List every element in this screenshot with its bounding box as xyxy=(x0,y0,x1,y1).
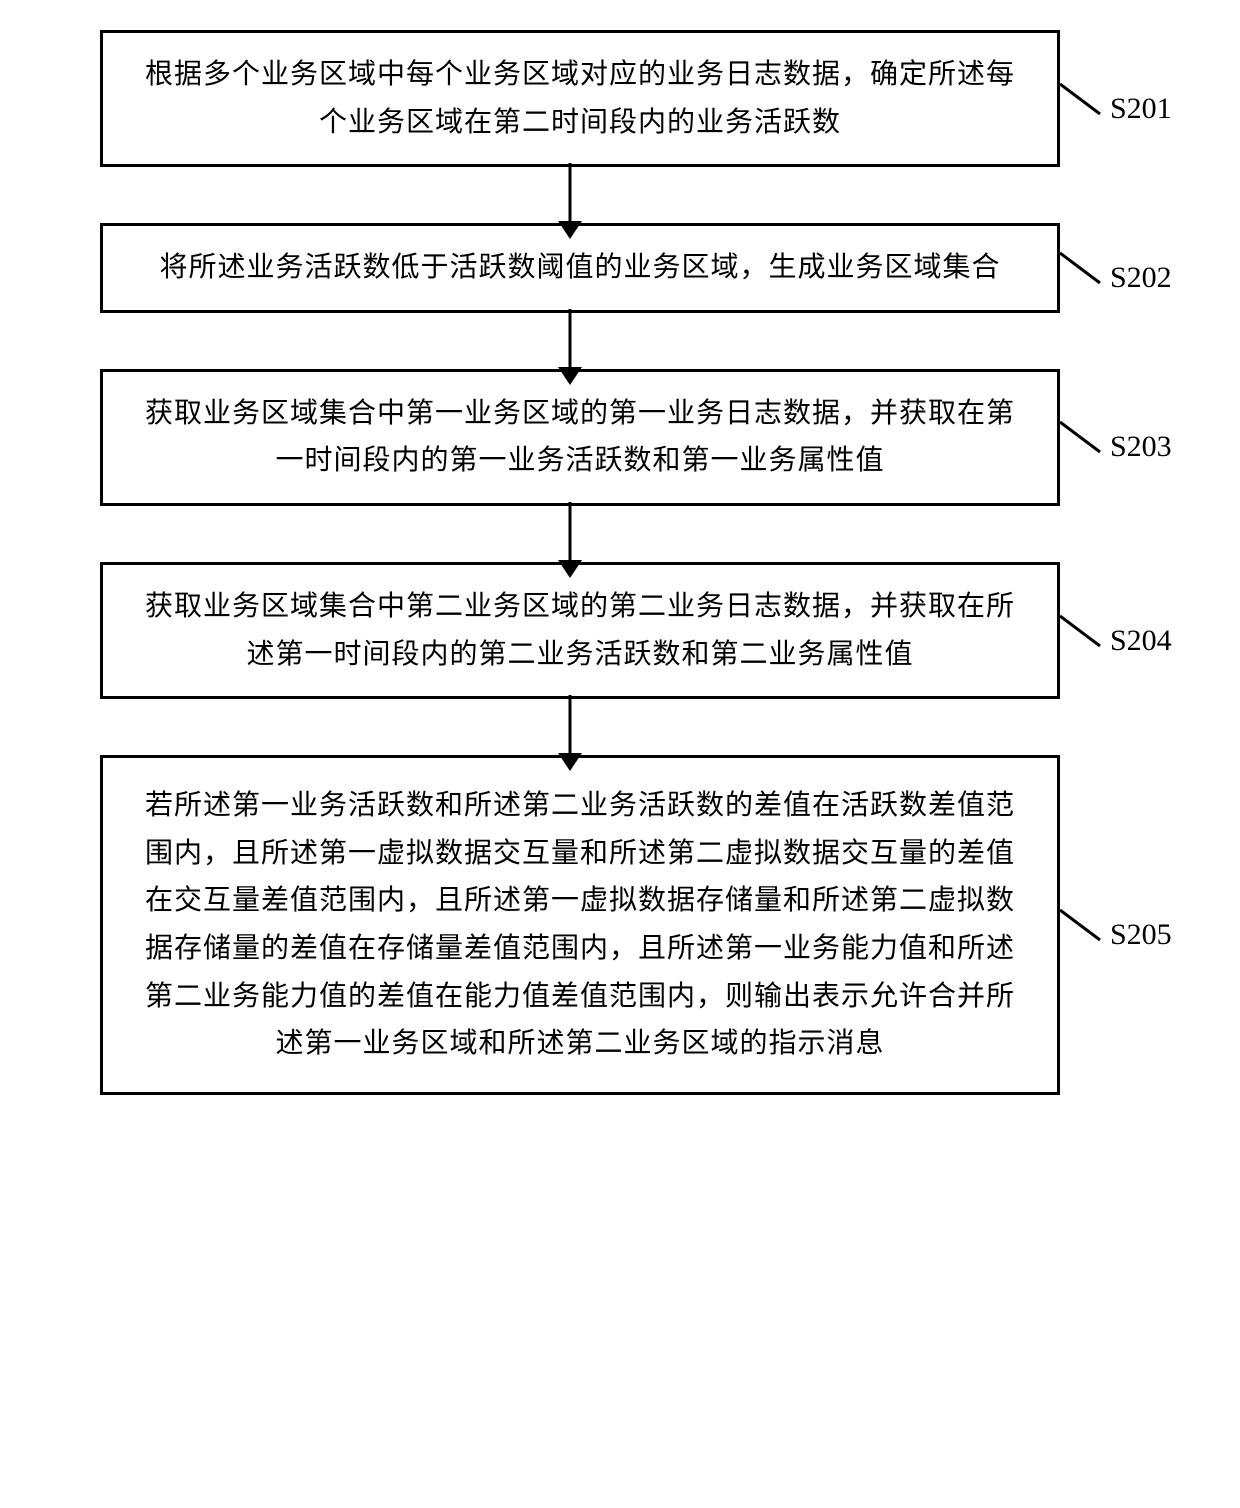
arrow-line-icon xyxy=(569,309,572,373)
arrow-head-icon xyxy=(558,753,582,771)
arrow-line-icon xyxy=(569,163,572,227)
arrow-connector xyxy=(552,506,588,562)
step-label: S205 xyxy=(1110,918,1172,952)
step-row-s205: 若所述第一业务活跃数和所述第二业务活跃数的差值在活跃数差值范围内，且所述第一虚拟… xyxy=(60,755,1180,1095)
step-text: 获取业务区域集合中第二业务区域的第二业务日志数据，并获取在所述第一时间段内的第二… xyxy=(133,583,1027,678)
step-text: 根据多个业务区域中每个业务区域对应的业务日志数据，确定所述每个业务区域在第二时间… xyxy=(133,51,1027,146)
arrow-line-icon xyxy=(569,695,572,759)
step-text: 若所述第一业务活跃数和所述第二业务活跃数的差值在活跃数差值范围内，且所述第一虚拟… xyxy=(133,782,1027,1068)
step-row-s203: 获取业务区域集合中第一业务区域的第一业务日志数据，并获取在第一时间段内的第一业务… xyxy=(60,369,1180,506)
step-box-s204: 获取业务区域集合中第二业务区域的第二业务日志数据，并获取在所述第一时间段内的第二… xyxy=(100,562,1060,699)
arrow-head-icon xyxy=(558,560,582,578)
arrow-connector xyxy=(552,699,588,755)
flowchart-container: 根据多个业务区域中每个业务区域对应的业务日志数据，确定所述每个业务区域在第二时间… xyxy=(0,0,1240,1095)
arrow-line-icon xyxy=(569,502,572,566)
arrow-head-icon xyxy=(558,221,582,239)
arrow-connector xyxy=(552,167,588,223)
step-label: S201 xyxy=(1110,92,1172,126)
arrow-connector xyxy=(552,313,588,369)
step-row-s204: 获取业务区域集合中第二业务区域的第二业务日志数据，并获取在所述第一时间段内的第二… xyxy=(60,562,1180,699)
step-row-s202: 将所述业务活跃数低于活跃数阈值的业务区域，生成业务区域集合 S202 xyxy=(60,223,1180,313)
step-row-s201: 根据多个业务区域中每个业务区域对应的业务日志数据，确定所述每个业务区域在第二时间… xyxy=(60,30,1180,167)
step-label: S203 xyxy=(1110,430,1172,464)
step-text: 获取业务区域集合中第一业务区域的第一业务日志数据，并获取在第一时间段内的第一业务… xyxy=(133,390,1027,485)
step-label: S204 xyxy=(1110,624,1172,658)
step-box-s203: 获取业务区域集合中第一业务区域的第一业务日志数据，并获取在第一时间段内的第一业务… xyxy=(100,369,1060,506)
step-box-s205: 若所述第一业务活跃数和所述第二业务活跃数的差值在活跃数差值范围内，且所述第一虚拟… xyxy=(100,755,1060,1095)
step-box-s201: 根据多个业务区域中每个业务区域对应的业务日志数据，确定所述每个业务区域在第二时间… xyxy=(100,30,1060,167)
arrow-head-icon xyxy=(558,367,582,385)
step-text: 将所述业务活跃数低于活跃数阈值的业务区域，生成业务区域集合 xyxy=(159,244,1000,292)
step-label: S202 xyxy=(1110,261,1172,295)
